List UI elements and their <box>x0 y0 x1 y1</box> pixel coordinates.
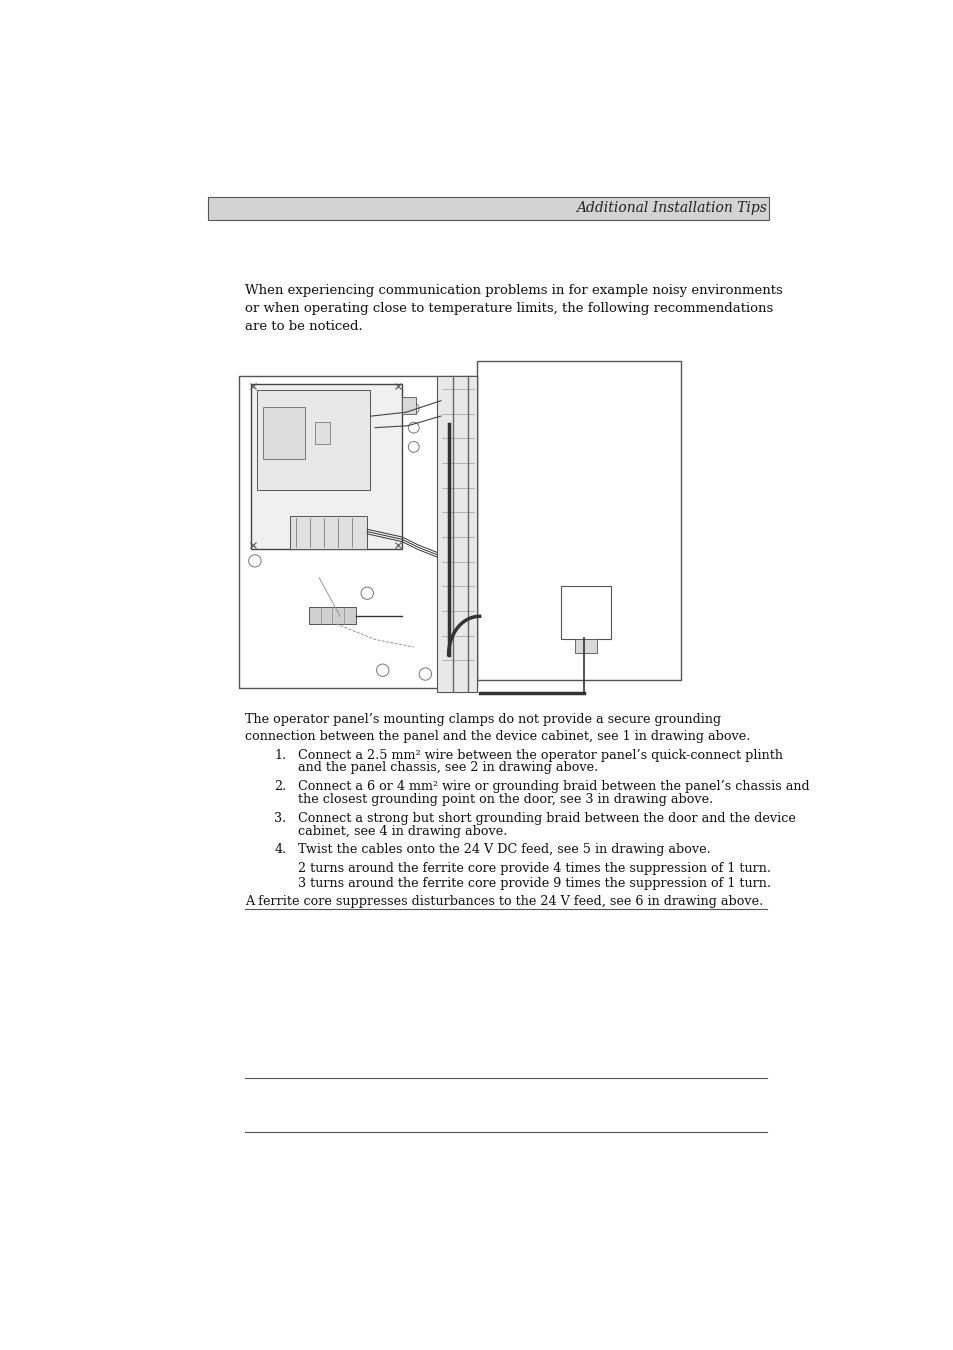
Bar <box>262 406 305 459</box>
Bar <box>402 397 416 414</box>
Text: 2 turns around the ferrite core provide 4 times the suppression of 1 turn.: 2 turns around the ferrite core provide … <box>297 863 770 875</box>
Bar <box>208 197 768 220</box>
Text: Connect a 6 or 4 mm² wire or grounding braid between the panel’s chassis and: Connect a 6 or 4 mm² wire or grounding b… <box>297 780 808 794</box>
Text: Connect a 2.5 mm² wire between the operator panel’s quick-connect plinth: Connect a 2.5 mm² wire between the opera… <box>297 749 781 761</box>
Bar <box>309 608 355 624</box>
Text: and the panel chassis, see 2 in drawing above.: and the panel chassis, see 2 in drawing … <box>297 761 598 775</box>
Bar <box>257 390 369 490</box>
Text: 3.: 3. <box>274 811 286 825</box>
Text: Additional Installation Tips: Additional Installation Tips <box>576 201 766 215</box>
Bar <box>560 586 611 640</box>
Text: The operator panel’s mounting clamps do not provide a secure grounding
connectio: The operator panel’s mounting clamps do … <box>245 713 749 743</box>
Text: When experiencing communication problems in for example noisy environments
or wh: When experiencing communication problems… <box>245 284 781 332</box>
Bar <box>436 377 476 691</box>
Bar <box>290 516 367 548</box>
Text: 3 turns around the ferrite core provide 9 times the suppression of 1 turn.: 3 turns around the ferrite core provide … <box>297 876 770 890</box>
Text: 1.: 1. <box>274 749 286 761</box>
Bar <box>251 383 402 549</box>
Bar <box>575 640 596 653</box>
Bar <box>476 360 680 680</box>
Text: A ferrite core suppresses disturbances to the 24 V feed, see 6 in drawing above.: A ferrite core suppresses disturbances t… <box>245 895 762 909</box>
Text: cabinet, see 4 in drawing above.: cabinet, see 4 in drawing above. <box>297 825 506 837</box>
Text: 2.: 2. <box>274 780 286 794</box>
Text: Connect a strong but short grounding braid between the door and the device: Connect a strong but short grounding bra… <box>297 811 795 825</box>
Text: the closest grounding point on the door, see 3 in drawing above.: the closest grounding point on the door,… <box>297 792 712 806</box>
Bar <box>239 377 476 688</box>
Text: 4.: 4. <box>274 844 286 856</box>
Bar <box>314 423 330 444</box>
Text: Twist the cables onto the 24 V DC feed, see 5 in drawing above.: Twist the cables onto the 24 V DC feed, … <box>297 844 709 856</box>
